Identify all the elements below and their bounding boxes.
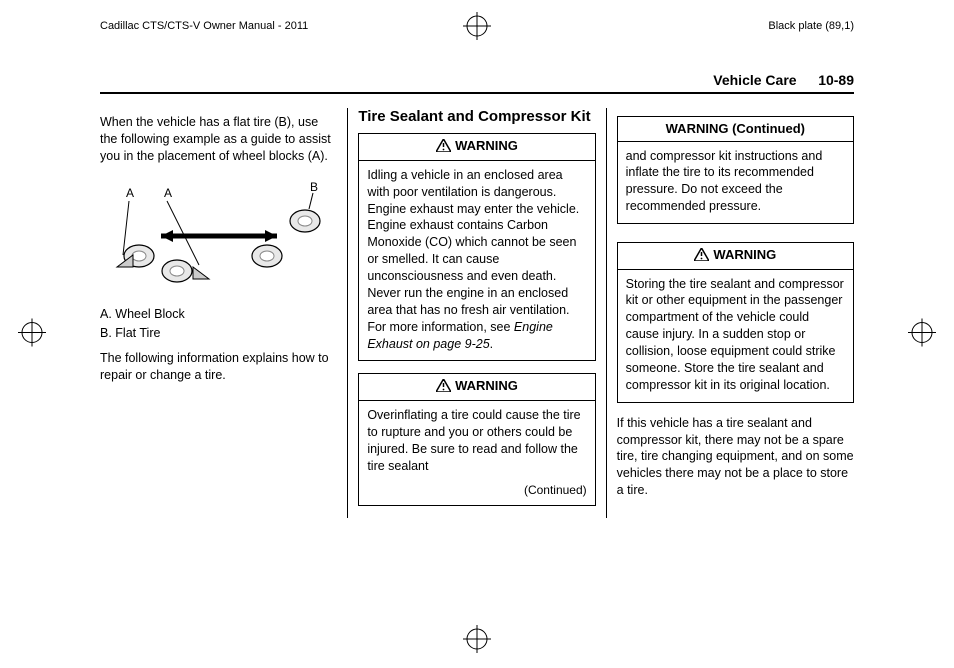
warning-2-body: Overinflating a tire could cause the tir… [359, 401, 594, 483]
warning-3-body: Storing the tire sealant and compressor … [618, 270, 853, 402]
warning-icon [436, 139, 451, 157]
warning-1-body: Idling a vehicle in an enclosed area wit… [359, 161, 594, 361]
warning-box-3: WARNING Storing the tire sealant and com… [617, 242, 854, 403]
page-number: 10-89 [818, 72, 854, 88]
warning-2-label: WARNING [455, 378, 518, 393]
column-1: When the vehicle has a flat tire (B), us… [100, 108, 347, 518]
regmark-bottom [463, 625, 491, 656]
warning-box-1: WARNING Idling a vehicle in an enclosed … [358, 133, 595, 361]
warning-continued-box: WARNING (Continued) and compressor kit i… [617, 116, 854, 224]
warning-continued-header: WARNING (Continued) [618, 117, 853, 142]
intro-paragraph: When the vehicle has a flat tire (B), us… [100, 114, 337, 165]
warning-1-text-b: . [490, 337, 493, 351]
kit-title: Tire Sealant and Compressor Kit [358, 108, 595, 125]
section-title: Vehicle Care [713, 72, 796, 88]
page: Vehicle Care 10-89 When the vehicle has … [100, 72, 854, 618]
outro-paragraph: The following information explains how t… [100, 350, 337, 384]
figure-legend: A. Wheel Block B. Flat Tire [100, 306, 337, 343]
plate-label: Black plate (89,1) [768, 20, 854, 32]
warning-icon [436, 379, 451, 397]
regmark-left [18, 319, 46, 350]
warning-1-text-a: Idling a vehicle in an enclosed area wit… [367, 168, 579, 334]
warning-icon [694, 248, 709, 266]
legend-a: A. Wheel Block [100, 306, 337, 323]
columns: When the vehicle has a flat tire (B), us… [100, 108, 854, 518]
manual-title: Cadillac CTS/CTS-V Owner Manual - 2011 [100, 20, 308, 32]
warning-3-header: WARNING [618, 243, 853, 270]
svg-text:B: B [310, 181, 318, 194]
print-topbar: Cadillac CTS/CTS-V Owner Manual - 2011 B… [0, 20, 954, 32]
warning-2-continued: (Continued) [359, 482, 594, 504]
warning-box-2: WARNING Overinflating a tire could cause… [358, 373, 595, 505]
col3-outro: If this vehicle has a tire sealant and c… [617, 415, 854, 499]
warning-1-label: WARNING [455, 138, 518, 153]
page-header: Vehicle Care 10-89 [100, 72, 854, 94]
warning-continued-body: and compressor kit instructions and infl… [618, 142, 853, 224]
warning-3-label: WARNING [713, 247, 776, 262]
svg-text:A: A [164, 186, 172, 200]
warning-1-header: WARNING [359, 134, 594, 161]
legend-b: B. Flat Tire [100, 325, 337, 342]
column-3: WARNING (Continued) and compressor kit i… [607, 108, 854, 518]
wheel-block-figure: A A B [100, 181, 337, 296]
regmark-right [908, 319, 936, 350]
svg-text:A: A [126, 186, 134, 200]
column-2: Tire Sealant and Compressor Kit WARNING … [348, 108, 605, 518]
warning-2-header: WARNING [359, 374, 594, 401]
